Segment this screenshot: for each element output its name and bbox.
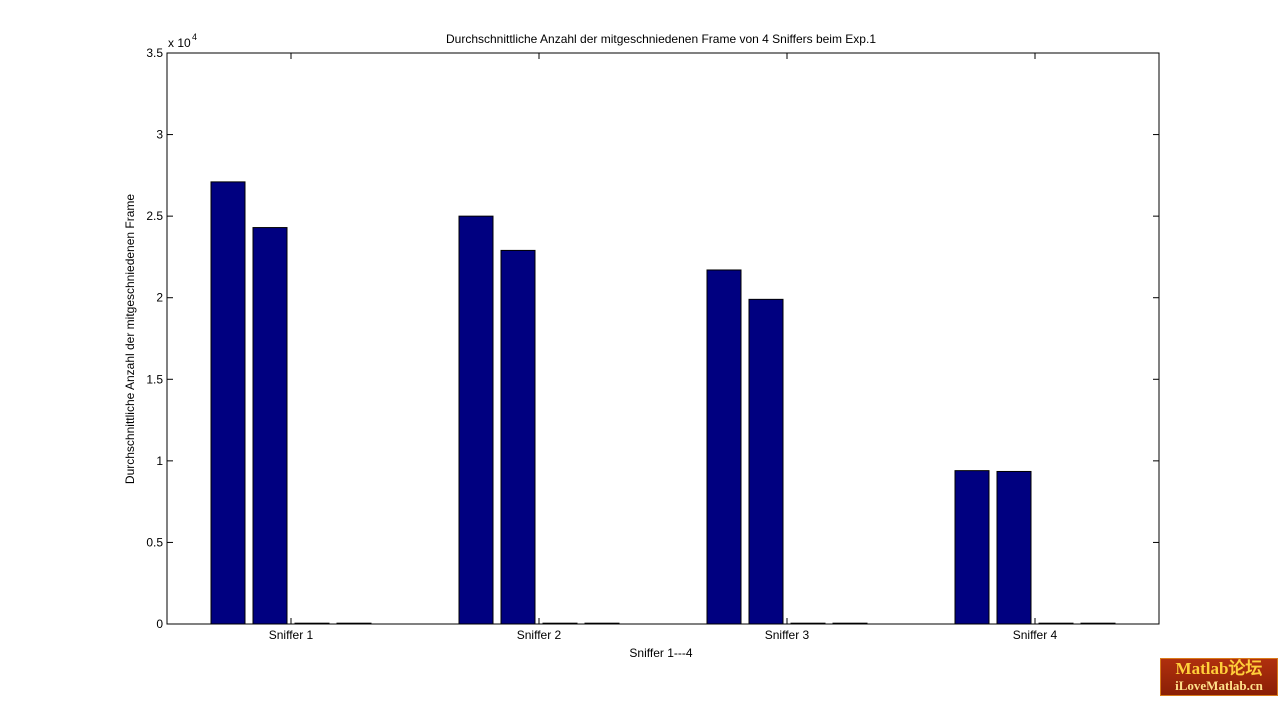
watermark-line-2: iLoveMatlab.cn [1175,678,1263,693]
y-tick-label: 0.5 [146,535,163,549]
x-axis-label: Sniffer 1---4 [629,646,692,660]
watermark-logo: Matlab论坛 iLoveMatlab.cn [1160,658,1278,696]
y-tick-label: 1.5 [146,372,163,386]
y-axis-exponent-power: 4 [192,32,197,42]
x-tick-label: Sniffer 1 [269,628,314,642]
x-tick-label: Sniffer 3 [765,628,810,642]
bar [706,269,742,625]
y-tick-label: 2.5 [146,209,163,223]
bar [458,215,494,625]
y-axis-exponent: x 10 [168,36,191,50]
bar [252,227,288,625]
bar [500,249,536,625]
watermark-line-1: Matlab论坛 [1175,659,1263,678]
bar [954,470,990,625]
y-tick-label: 2 [156,291,163,305]
plot-area [167,53,1159,624]
y-tick-label: 0 [156,617,163,631]
chart-title: Durchschnittliche Anzahl der mitgeschnie… [446,32,876,46]
bar [210,181,246,625]
plot-frame [166,52,1160,625]
x-tick-label: Sniffer 4 [1013,628,1058,642]
y-tick-label: 1 [156,454,163,468]
y-tick-label: 3.5 [146,46,163,60]
bar [996,470,1032,625]
bar [748,298,784,625]
x-tick-label: Sniffer 2 [517,628,562,642]
y-tick-label: 3 [156,128,163,142]
y-axis-label: Durchschnittliche Anzahl der mitgeschnie… [123,194,137,484]
